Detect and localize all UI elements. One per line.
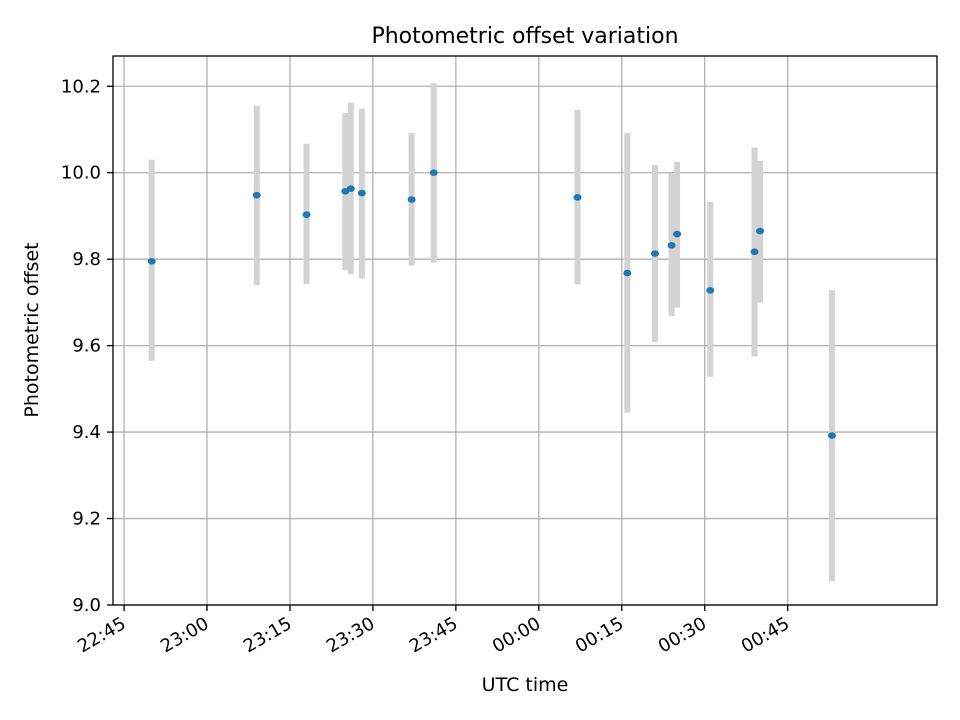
data-point [706, 286, 715, 294]
data-point [827, 432, 836, 439]
data-point [346, 185, 355, 193]
data-point [750, 248, 759, 256]
data-point [756, 227, 765, 235]
grid-lines [113, 56, 937, 606]
y-tick-label: 9.0 [72, 595, 101, 616]
chart-title: Photometric offset variation [371, 24, 678, 49]
y-tick-label: 9.8 [72, 249, 101, 270]
data-point [357, 189, 366, 197]
x-axis-label: UTC time [482, 674, 569, 696]
y-tick-label: 9.6 [72, 336, 101, 357]
data-point [673, 230, 682, 238]
data-point [429, 169, 438, 177]
y-tick-label: 10.0 [61, 163, 101, 184]
y-axis-ticks: 9.0 9.2 9.4 9.6 9.8 10.0 10.2 [61, 76, 113, 616]
data-point [302, 211, 311, 218]
data-point [573, 194, 582, 201]
data-point [252, 191, 261, 199]
y-tick-label: 9.2 [72, 509, 101, 530]
data-point [667, 242, 676, 249]
y-tick-label: 9.4 [72, 422, 101, 443]
data-point [650, 250, 659, 257]
data-point [407, 196, 416, 203]
y-tick-label: 10.2 [61, 76, 101, 97]
y-axis-label: Photometric offset [21, 242, 43, 417]
data-points [147, 169, 836, 439]
data-point [147, 258, 156, 265]
data-point [623, 269, 632, 277]
plot-frame [112, 55, 938, 606]
